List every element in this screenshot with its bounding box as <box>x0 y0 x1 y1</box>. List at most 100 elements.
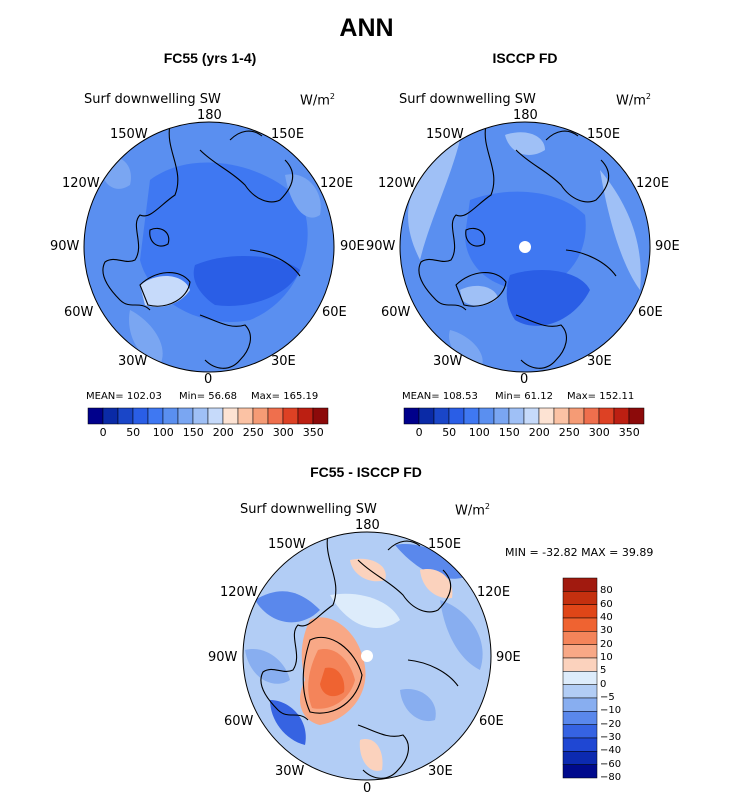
colorbar-swatch <box>312 407 329 425</box>
panel-2-cb-tick: 0 <box>415 426 423 439</box>
panel-1-lon-150e: 150E <box>271 127 305 142</box>
colorbar-swatch <box>538 407 555 425</box>
panel-2-min: Min= 61.12 <box>495 391 553 402</box>
panel-3-cb-tick: −30 <box>600 732 622 743</box>
colorbar-swatch <box>562 751 598 765</box>
colorbar-swatch <box>553 407 570 425</box>
panel-3-lon-60e: 60E <box>479 714 504 729</box>
colorbar-swatch <box>147 407 164 425</box>
panel-2-lon-120w: 120W <box>378 176 416 191</box>
colorbar-swatch <box>628 407 645 425</box>
colorbar-swatch <box>562 697 598 712</box>
colorbar-swatch <box>562 711 598 725</box>
panel-2-cb-tick: 100 <box>468 426 490 439</box>
panel-1-lon-90e: 90E <box>340 239 365 254</box>
panel-1-min: Min= 56.68 <box>179 391 237 402</box>
panel-2-lon-90w: 90W <box>366 239 396 254</box>
panel-2-field-shading <box>400 122 650 372</box>
colorbar-swatch <box>162 407 179 425</box>
colorbar-swatch <box>508 407 525 425</box>
colorbar-swatch <box>562 591 598 605</box>
panel-3-coastlines <box>260 533 459 779</box>
colorbar-swatch <box>562 577 598 592</box>
colorbar-swatch <box>177 407 194 425</box>
panel-2-cb-tick: 200 <box>528 426 550 439</box>
panel-2-max: Max= 152.11 <box>567 391 635 402</box>
panel-1-cb-tick: 300 <box>272 426 294 439</box>
panel-3-lon-180: 180 <box>355 518 380 533</box>
colorbar-swatch <box>562 671 598 685</box>
panel-2-subtitle: ISCCP FD <box>492 50 558 66</box>
panel-1-lon-90w: 90W <box>50 239 80 254</box>
panel-2-pole-hole <box>519 241 531 253</box>
panel-1-cb-tick: 350 <box>302 426 324 439</box>
colorbar-swatch <box>102 407 119 425</box>
panel-2-lon-150w: 150W <box>426 127 464 142</box>
panel-1-coastlines <box>102 124 301 369</box>
colorbar-swatch <box>562 684 598 699</box>
panel-2-lon-30e: 30E <box>587 354 612 369</box>
colorbar-swatch <box>282 407 299 425</box>
panel-2-lon-60e: 60E <box>638 305 663 320</box>
colorbar-swatch <box>562 617 598 632</box>
panel-2-units: W/m2 <box>616 92 651 109</box>
colorbar-swatch <box>583 407 600 425</box>
colorbar-swatch <box>132 407 149 425</box>
panel-3-lon-0: 0 <box>363 781 372 796</box>
panel-2-cb-tick: 350 <box>618 426 640 439</box>
colorbar-swatch <box>403 407 420 425</box>
panel-3-lon-90e: 90E <box>496 650 521 665</box>
panel-3-cb-tick: 5 <box>600 665 607 677</box>
colorbar-swatch <box>192 407 209 425</box>
panel-2-lon-180: 180 <box>513 108 538 123</box>
panel-2-lon-60w: 60W <box>381 305 411 320</box>
panel-1-mean: MEAN= 102.03 <box>86 391 162 402</box>
colorbar-swatch <box>562 737 598 752</box>
colorbar-swatch <box>562 644 598 659</box>
panel-1-lon-30w: 30W <box>118 354 148 369</box>
panel-2-colorbar-ticks: 0 50 100 150 200 250 300 350 <box>404 426 644 440</box>
panel-3-cb-tick: −40 <box>600 745 622 757</box>
panel-3-cb-tick: 20 <box>600 638 613 650</box>
panel-3-lon-30e: 30E <box>428 764 453 779</box>
panel-2-mean: MEAN= 108.53 <box>402 391 478 402</box>
panel-3-units: W/m2 <box>455 502 490 519</box>
colorbar-swatch <box>237 407 254 425</box>
panel-3-subtitle: FC55 - ISCCP FD <box>310 464 422 480</box>
panel-3-lon-30w: 30W <box>275 764 305 779</box>
panel-3-cb-tick: 0 <box>600 678 607 690</box>
colorbar-swatch <box>568 407 585 425</box>
colorbar-swatch <box>87 407 104 425</box>
panel-1-field-label: Surf downwelling SW <box>84 92 221 107</box>
panel-1-cb-tick: 50 <box>126 426 141 439</box>
panel-2-cb-tick: 300 <box>588 426 610 439</box>
panel-1-max: Max= 165.19 <box>251 391 319 402</box>
panel-2-cb-tick: 250 <box>558 426 580 439</box>
panel-1-units: W/m2 <box>300 92 335 109</box>
panel-3-cb-tick: 80 <box>600 585 613 597</box>
panel-1-colorbar <box>87 407 329 425</box>
panel-2-field-label: Surf downwelling SW <box>399 92 536 107</box>
colorbar-swatch <box>613 407 630 425</box>
panel-3-cb-tick: −60 <box>600 758 622 770</box>
colorbar-swatch <box>523 407 540 425</box>
colorbar-swatch <box>463 407 480 425</box>
panel-3-lon-150w: 150W <box>268 537 306 552</box>
panel-1-cb-tick: 150 <box>182 426 204 439</box>
panel-2-cb-tick: 150 <box>498 426 520 439</box>
panel-3-cb-tick: −80 <box>600 772 622 783</box>
panel-1-field-shading <box>84 122 334 372</box>
panel-1-colorbar-ticks: 0 50 100 150 200 250 300 350 <box>88 426 328 440</box>
panel-2-coastlines <box>418 124 617 369</box>
panel-2-colorbar <box>403 407 645 425</box>
colorbar-swatch <box>562 764 598 779</box>
panel-3-pole-hole <box>361 650 373 662</box>
figure-title: ANN <box>339 14 394 42</box>
panel-3-lon-120w: 120W <box>220 585 258 600</box>
panel-2-lon-120e: 120E <box>636 176 670 191</box>
colorbar-swatch <box>493 407 510 425</box>
panel-1-cb-tick: 200 <box>212 426 234 439</box>
panel-3-cb-tick: 40 <box>600 612 613 623</box>
panel-1-lon-120e: 120E <box>320 176 354 191</box>
panel-3-cb-tick: 10 <box>600 652 613 663</box>
